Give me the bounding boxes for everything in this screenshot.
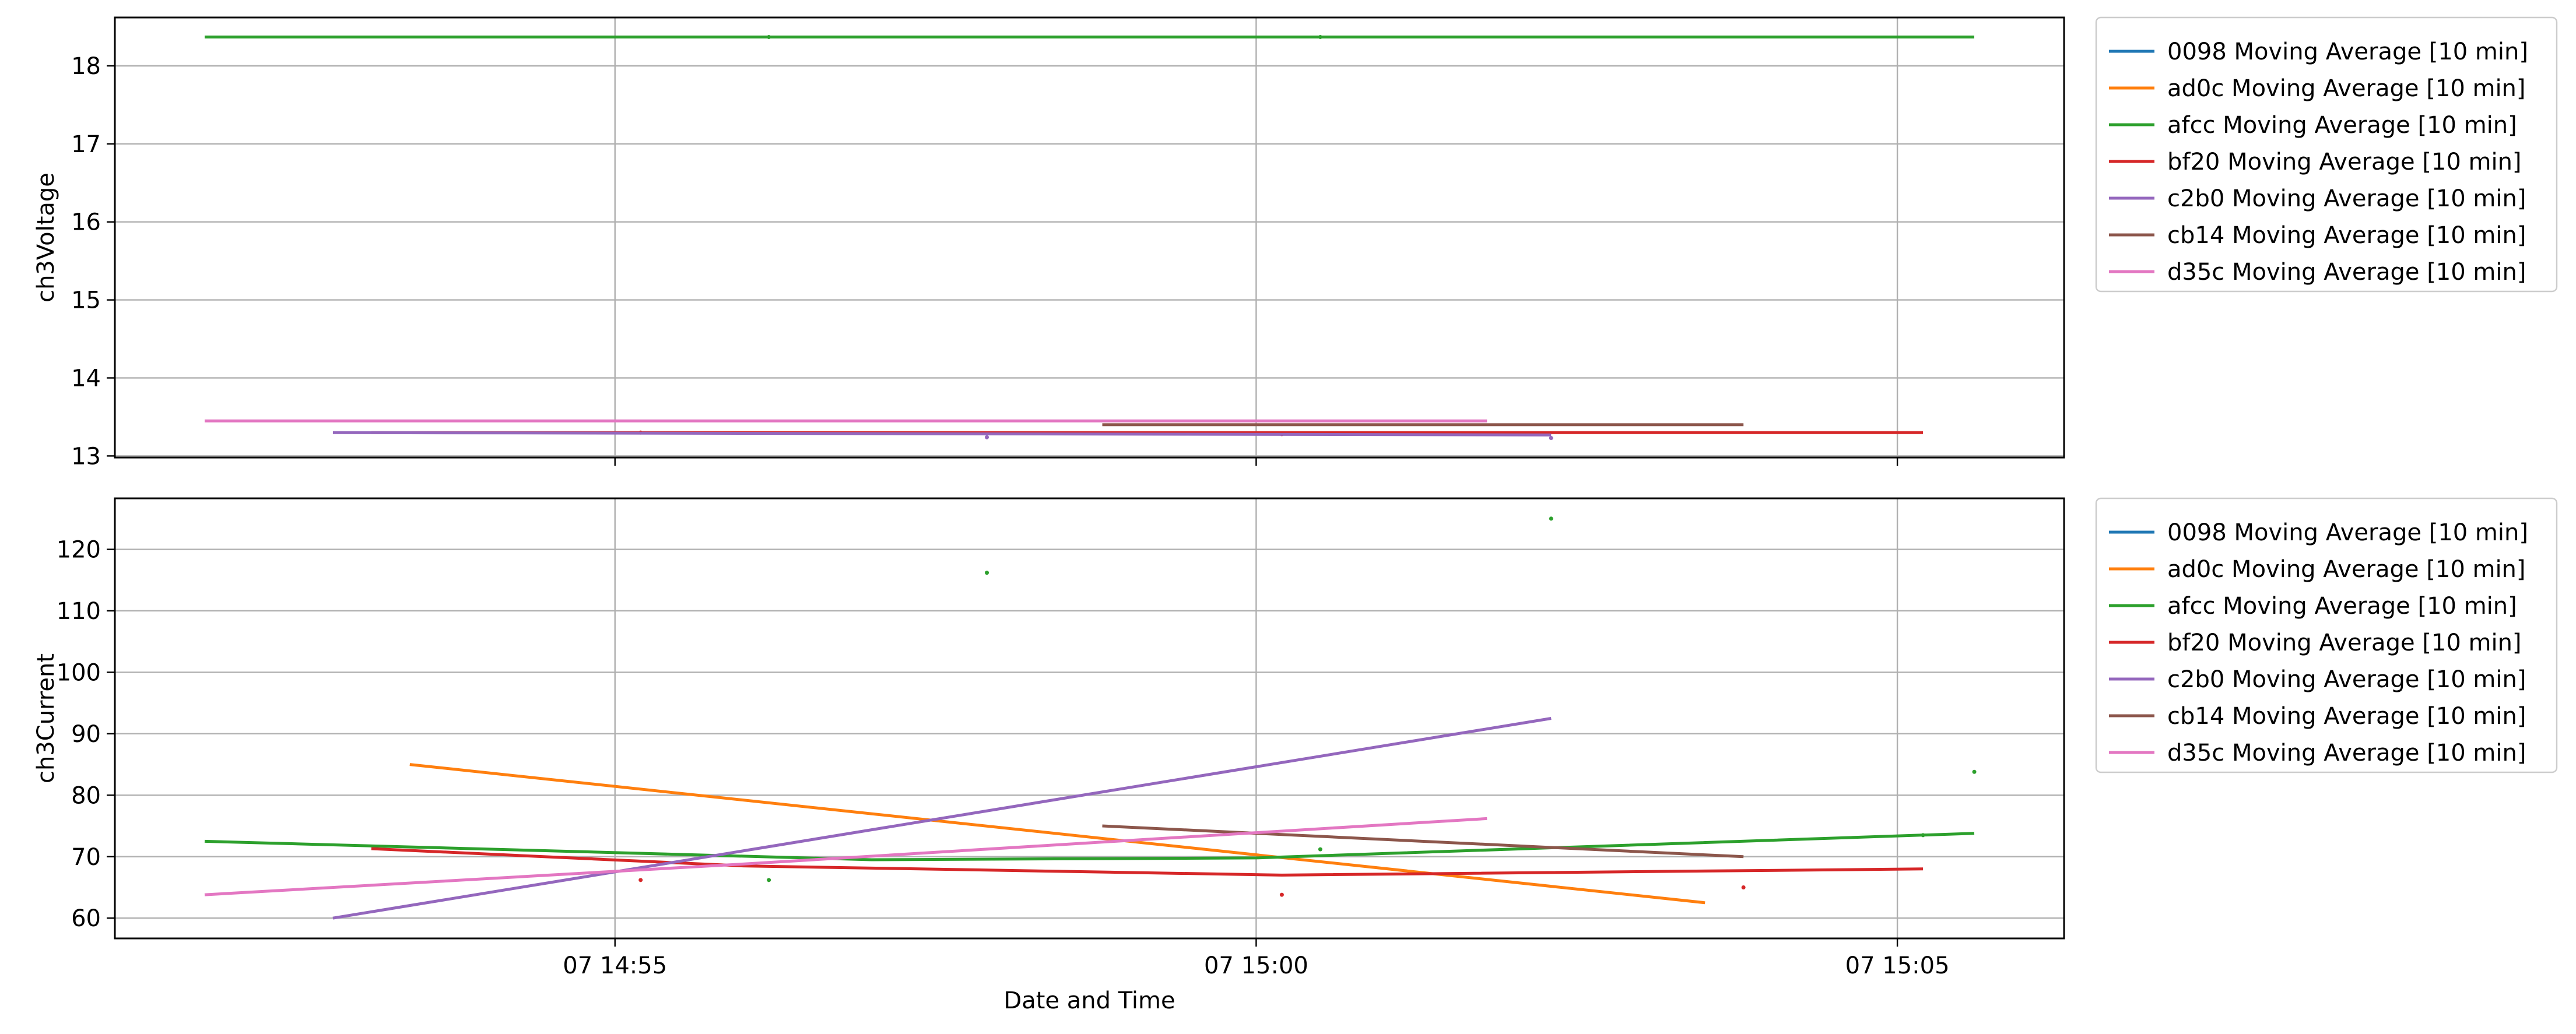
data-point bbox=[985, 435, 989, 439]
axes-frame bbox=[114, 16, 2065, 459]
y-tick-label: 17 bbox=[71, 131, 101, 158]
y-axis-label: ch3Voltage bbox=[33, 173, 59, 303]
series-line bbox=[409, 763, 1705, 905]
data-point bbox=[1549, 516, 1553, 521]
y-tick-label: 13 bbox=[71, 443, 101, 470]
legend: 0098 Moving Average [10 min] ad0c Moving … bbox=[2095, 497, 2558, 773]
series-line bbox=[1102, 824, 1744, 859]
data-point bbox=[767, 878, 771, 882]
chart-panel-1: 13 14 15 16 17 18 ch3Voltage 0098 Moving Averag… bbox=[33, 16, 2558, 470]
axes-frame bbox=[114, 497, 2065, 940]
data-point bbox=[1318, 34, 1322, 39]
y-tick-label: 80 bbox=[71, 782, 101, 809]
y-tick-label: 15 bbox=[71, 287, 101, 314]
legend-entry: c2b0 Moving Average [10 min] bbox=[2167, 185, 2526, 212]
legend-entry: bf20 Moving Average [10 min] bbox=[2167, 149, 2522, 175]
data-point bbox=[638, 878, 643, 882]
series-line bbox=[332, 431, 1552, 437]
series-line bbox=[204, 817, 1487, 896]
y-tick-label: 70 bbox=[71, 844, 101, 871]
series-line bbox=[332, 717, 1552, 920]
data-point bbox=[1318, 847, 1322, 852]
legend-entry: c2b0 Moving Average [10 min] bbox=[2167, 666, 2526, 693]
series-line bbox=[371, 847, 1924, 877]
legend-entry: d35c Moving Average [10 min] bbox=[2167, 740, 2526, 766]
y-tick-label: 18 bbox=[71, 53, 101, 80]
data-point bbox=[1921, 833, 1925, 838]
legend-entry: ad0c Moving Average [10 min] bbox=[2167, 75, 2526, 102]
data-point bbox=[1279, 892, 1284, 897]
data-point bbox=[985, 571, 989, 575]
legend-entry: 0098 Moving Average [10 min] bbox=[2167, 38, 2528, 65]
legend-entry: cb14 Moving Average [10 min] bbox=[2167, 703, 2526, 730]
x-axis-label: Date and Time bbox=[1003, 987, 1175, 1014]
x-tick-label: 07 15:00 bbox=[1204, 952, 1308, 979]
legend-entry: bf20 Moving Average [10 min] bbox=[2167, 629, 2522, 656]
data-point bbox=[1741, 885, 1746, 889]
y-tick-label: 60 bbox=[71, 905, 101, 932]
series-line bbox=[204, 832, 1975, 861]
y-tick-label: 90 bbox=[71, 721, 101, 748]
y-tick-label: 110 bbox=[57, 598, 101, 625]
data-point bbox=[767, 34, 771, 39]
legend-entry: d35c Moving Average [10 min] bbox=[2167, 259, 2526, 286]
legend-frame bbox=[2095, 16, 2558, 293]
y-tick-label: 14 bbox=[71, 365, 101, 392]
y-tick-label: 100 bbox=[57, 659, 101, 686]
legend-entry: afcc Moving Average [10 min] bbox=[2167, 593, 2517, 620]
legend: 0098 Moving Average [10 min] ad0c Moving … bbox=[2095, 16, 2558, 293]
y-tick-label: 120 bbox=[57, 537, 101, 564]
legend-entry: afcc Moving Average [10 min] bbox=[2167, 112, 2517, 139]
data-point bbox=[1972, 769, 1977, 774]
legend-entry: 0098 Moving Average [10 min] bbox=[2167, 519, 2528, 546]
y-axis-label: ch3Current bbox=[33, 653, 59, 783]
chart-panel-2: 60 70 80 90 100 110 120 07 14:55 07 15:00 07 15:0… bbox=[33, 497, 2558, 1014]
x-tick-label: 07 14:55 bbox=[563, 952, 667, 979]
x-tick-label: 07 15:05 bbox=[1845, 952, 1950, 979]
data-point bbox=[1549, 436, 1553, 441]
legend-entry: cb14 Moving Average [10 min] bbox=[2167, 222, 2526, 249]
legend-entry: ad0c Moving Average [10 min] bbox=[2167, 556, 2526, 583]
legend-frame bbox=[2095, 497, 2558, 773]
y-tick-label: 16 bbox=[71, 209, 101, 236]
